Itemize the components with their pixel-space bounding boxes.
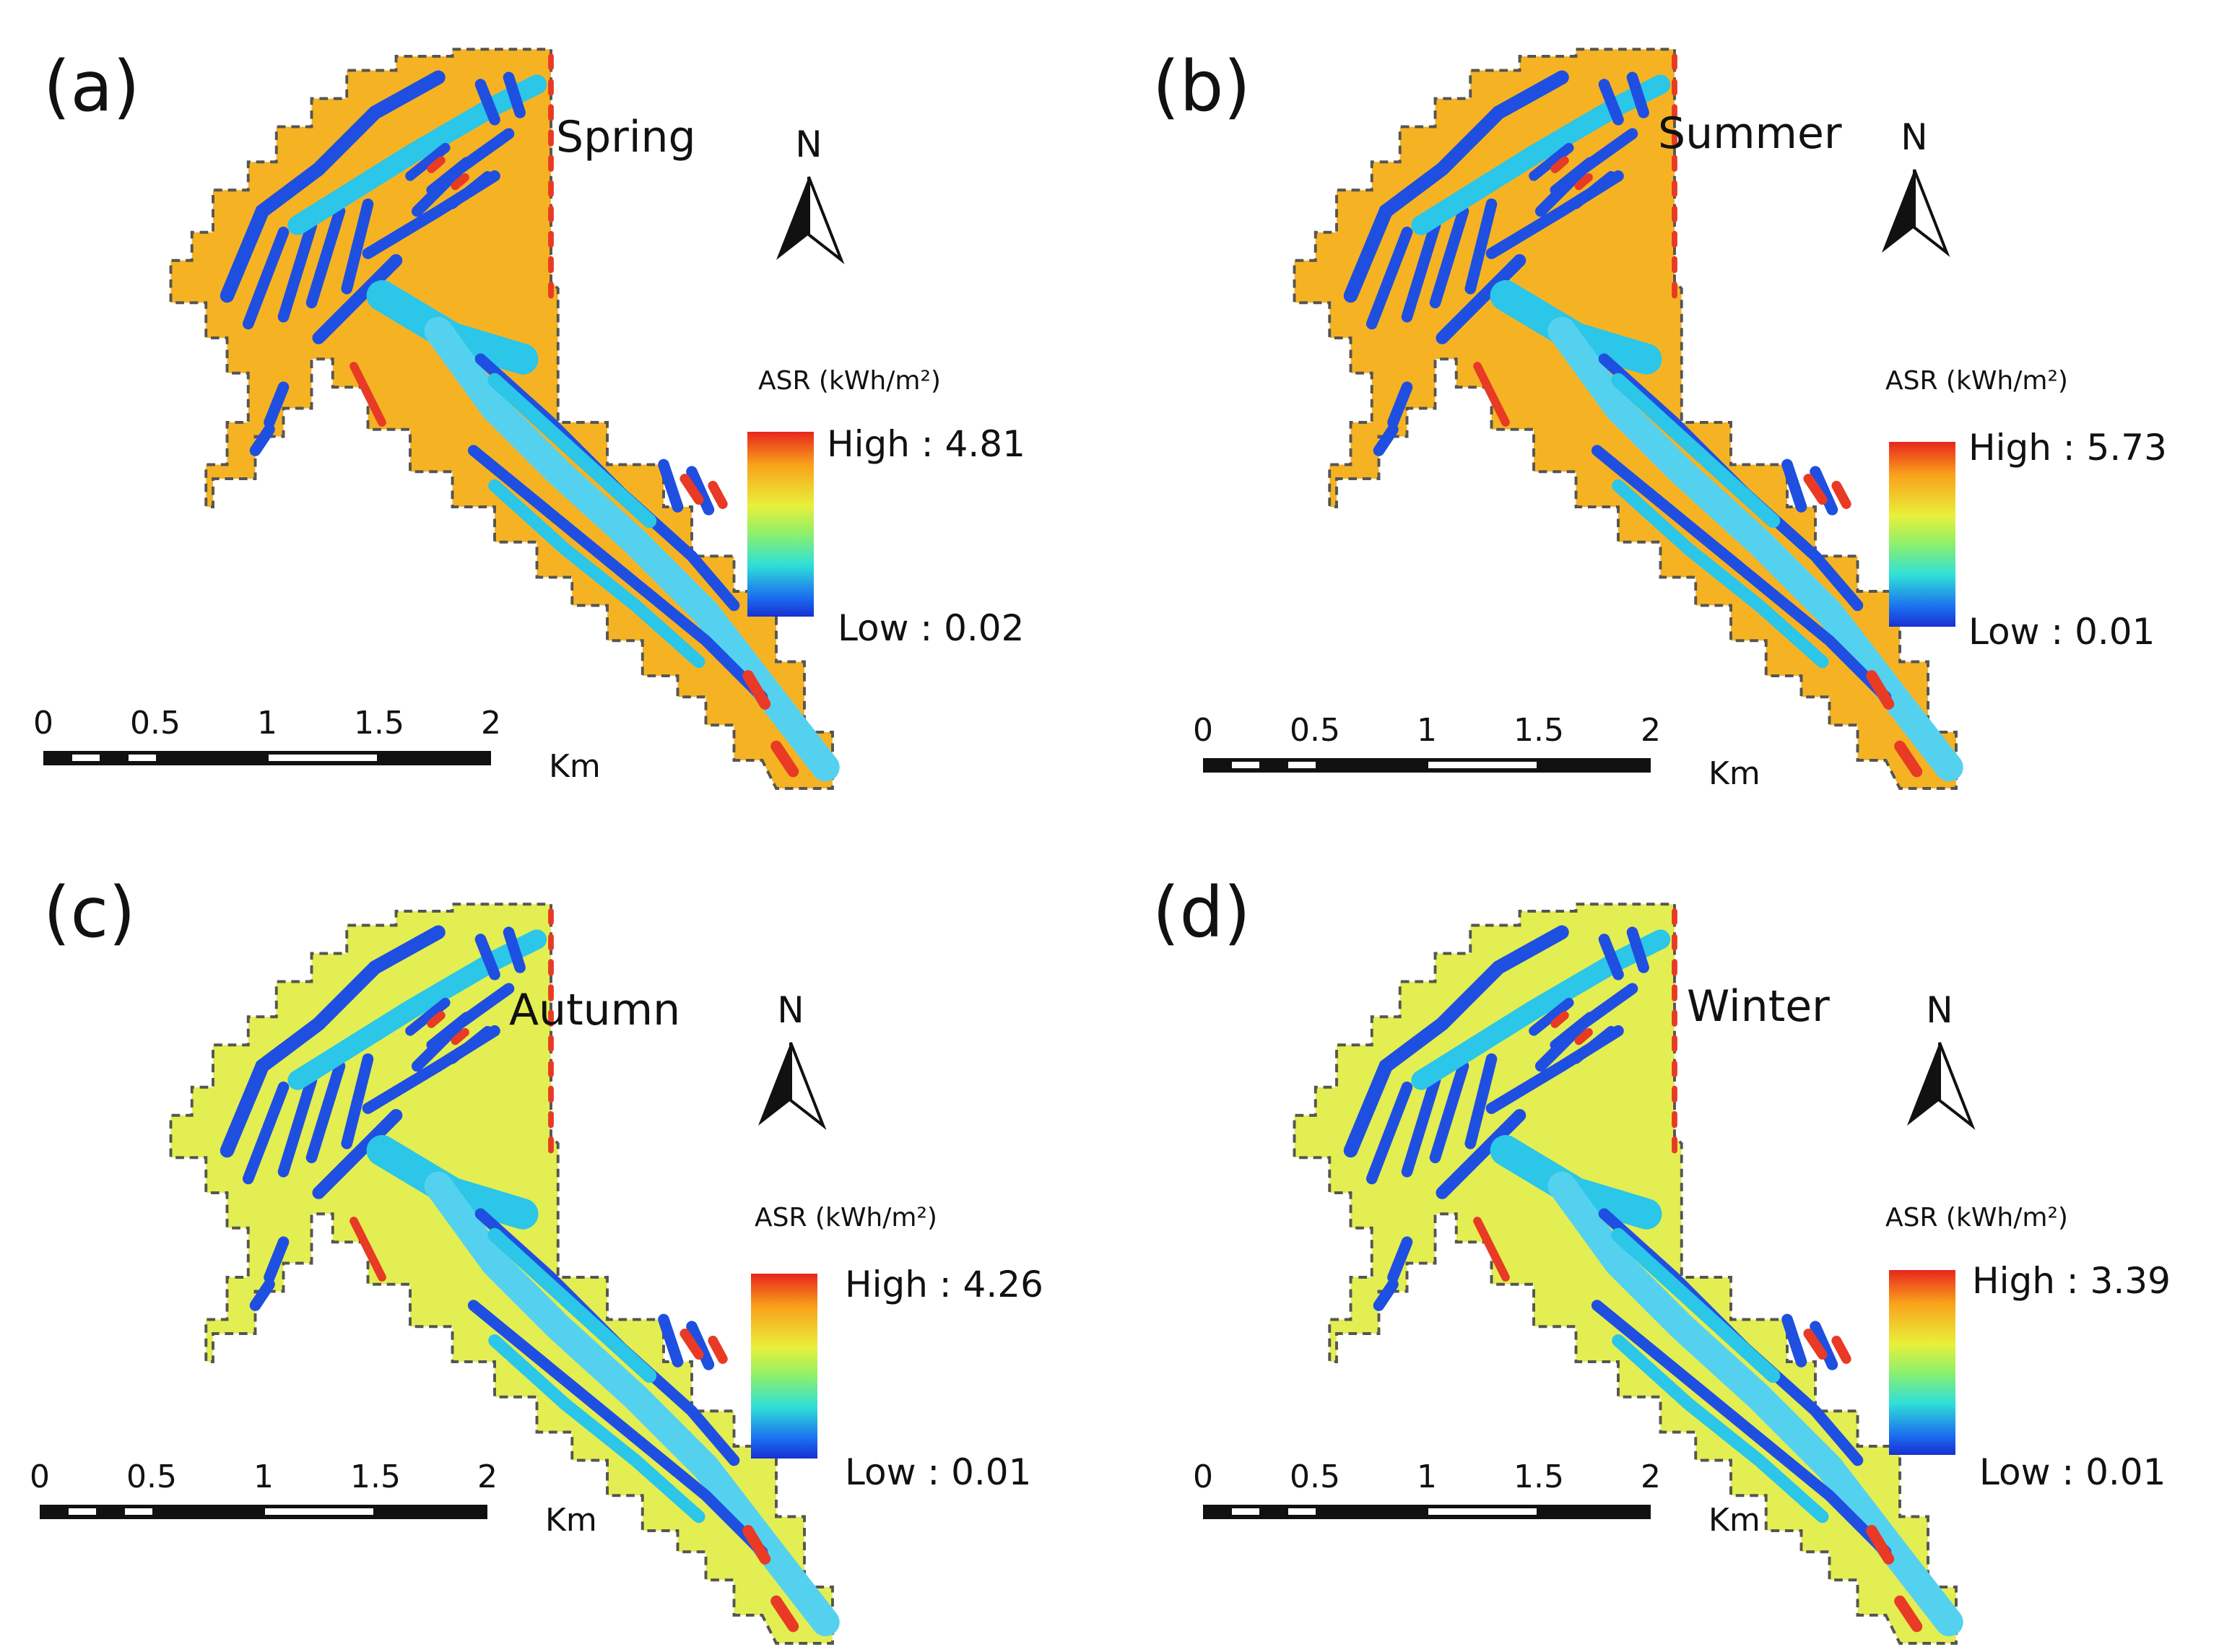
north-letter: N — [1926, 989, 1953, 1031]
scale-tick: 1.5 — [1514, 1458, 1564, 1495]
scale-bar-graphic — [1203, 1505, 1651, 1519]
scale-tick: 2 — [477, 1458, 498, 1495]
scale-tick: 1 — [1417, 712, 1437, 749]
building-shadow-features — [220, 53, 840, 782]
scale-tick: 1.5 — [354, 705, 404, 742]
panel-label: (b) — [1152, 46, 1251, 127]
legend-low: Low : 0.01 — [1979, 1451, 2166, 1493]
north-arrow-icon — [758, 1042, 827, 1131]
north-arrow: N — [1900, 992, 1979, 1158]
scale-tick: 0.5 — [1290, 1458, 1340, 1495]
scale-tick: 1.5 — [1514, 712, 1564, 749]
legend-high: High : 4.26 — [845, 1264, 1043, 1305]
season-title: Autumn — [509, 985, 681, 1035]
season-title: Spring — [556, 112, 696, 162]
scale-tick: 0 — [1193, 1458, 1213, 1495]
panel-label: (c) — [43, 872, 136, 953]
legend-high: High : 4.81 — [827, 423, 1025, 465]
north-arrow-icon — [1907, 1042, 1976, 1131]
scale-tick: 2 — [1641, 712, 1661, 749]
color-ramp — [1889, 1270, 1955, 1455]
scale-unit: Km — [545, 1502, 597, 1539]
legend-title: ASR (kWh/m²) — [758, 366, 941, 396]
solar-radiation-map — [1293, 48, 1963, 790]
scale-tick: 1 — [257, 705, 277, 742]
scale-tick: 0.5 — [1290, 712, 1340, 749]
scale-tick: 2 — [1641, 1458, 1661, 1495]
color-ramp — [747, 432, 814, 617]
season-title: Winter — [1687, 981, 1830, 1032]
map-panel-2: (b) Summer N ASR (kWh/m²) High : 5.73 Lo… — [1109, 0, 2218, 826]
scale-unit: Km — [549, 748, 601, 785]
scale-tick: 0 — [30, 1458, 50, 1495]
building-shadow-features — [1343, 908, 1963, 1637]
solar-radiation-map — [1293, 903, 1963, 1645]
scale-tick: 0.5 — [130, 705, 181, 742]
north-arrow-icon — [1882, 169, 1950, 258]
building-shadow-features — [1343, 53, 1963, 782]
building-shadow-features — [220, 908, 840, 1637]
legend-low: Low : 0.01 — [1968, 611, 2155, 653]
map-panel-1: (a) Spring N ASR (kWh/m²) High : 4.81 Lo… — [0, 0, 1109, 826]
scale-bar-graphic — [40, 1505, 487, 1519]
legend-title: ASR (kWh/m²) — [1885, 366, 2068, 396]
panel-label: (a) — [43, 46, 140, 127]
scale-tick: 1.5 — [350, 1458, 401, 1495]
legend-high: High : 5.73 — [1968, 427, 2167, 469]
scale-tick: 0 — [33, 705, 53, 742]
scale-tick: 1 — [253, 1458, 274, 1495]
map-panel-3: (c) Autumn N ASR (kWh/m²) High : 4.26 Lo… — [0, 826, 1109, 1652]
scale-tick: 2 — [481, 705, 501, 742]
panel-label: (d) — [1152, 872, 1251, 953]
scale-bar-graphic — [43, 751, 491, 765]
north-arrow: N — [1875, 119, 1954, 285]
north-arrow: N — [751, 992, 830, 1158]
north-arrow: N — [769, 126, 848, 292]
north-letter: N — [777, 989, 804, 1031]
legend-low: Low : 0.02 — [838, 607, 1025, 649]
scale-tick: 1 — [1417, 1458, 1437, 1495]
solar-radiation-map — [169, 903, 840, 1645]
scale-tick: 0.5 — [126, 1458, 177, 1495]
north-arrow-icon — [776, 176, 845, 265]
scale-unit: Km — [1708, 755, 1760, 792]
season-title: Summer — [1658, 108, 1842, 159]
scale-unit: Km — [1708, 1502, 1760, 1539]
scale-bar-graphic — [1203, 758, 1651, 773]
north-letter: N — [1901, 116, 1928, 158]
map-panel-4: (d) Winter N ASR (kWh/m²) High : 3.39 Lo… — [1109, 826, 2218, 1652]
scale-tick: 0 — [1193, 712, 1213, 749]
legend-title: ASR (kWh/m²) — [1885, 1203, 2068, 1233]
legend-low: Low : 0.01 — [845, 1451, 1032, 1493]
solar-radiation-map — [169, 48, 840, 790]
color-ramp — [1889, 442, 1955, 627]
legend-high: High : 3.39 — [1972, 1260, 2171, 1302]
legend-title: ASR (kWh/m²) — [755, 1203, 937, 1233]
north-letter: N — [795, 123, 822, 165]
color-ramp — [751, 1274, 817, 1458]
